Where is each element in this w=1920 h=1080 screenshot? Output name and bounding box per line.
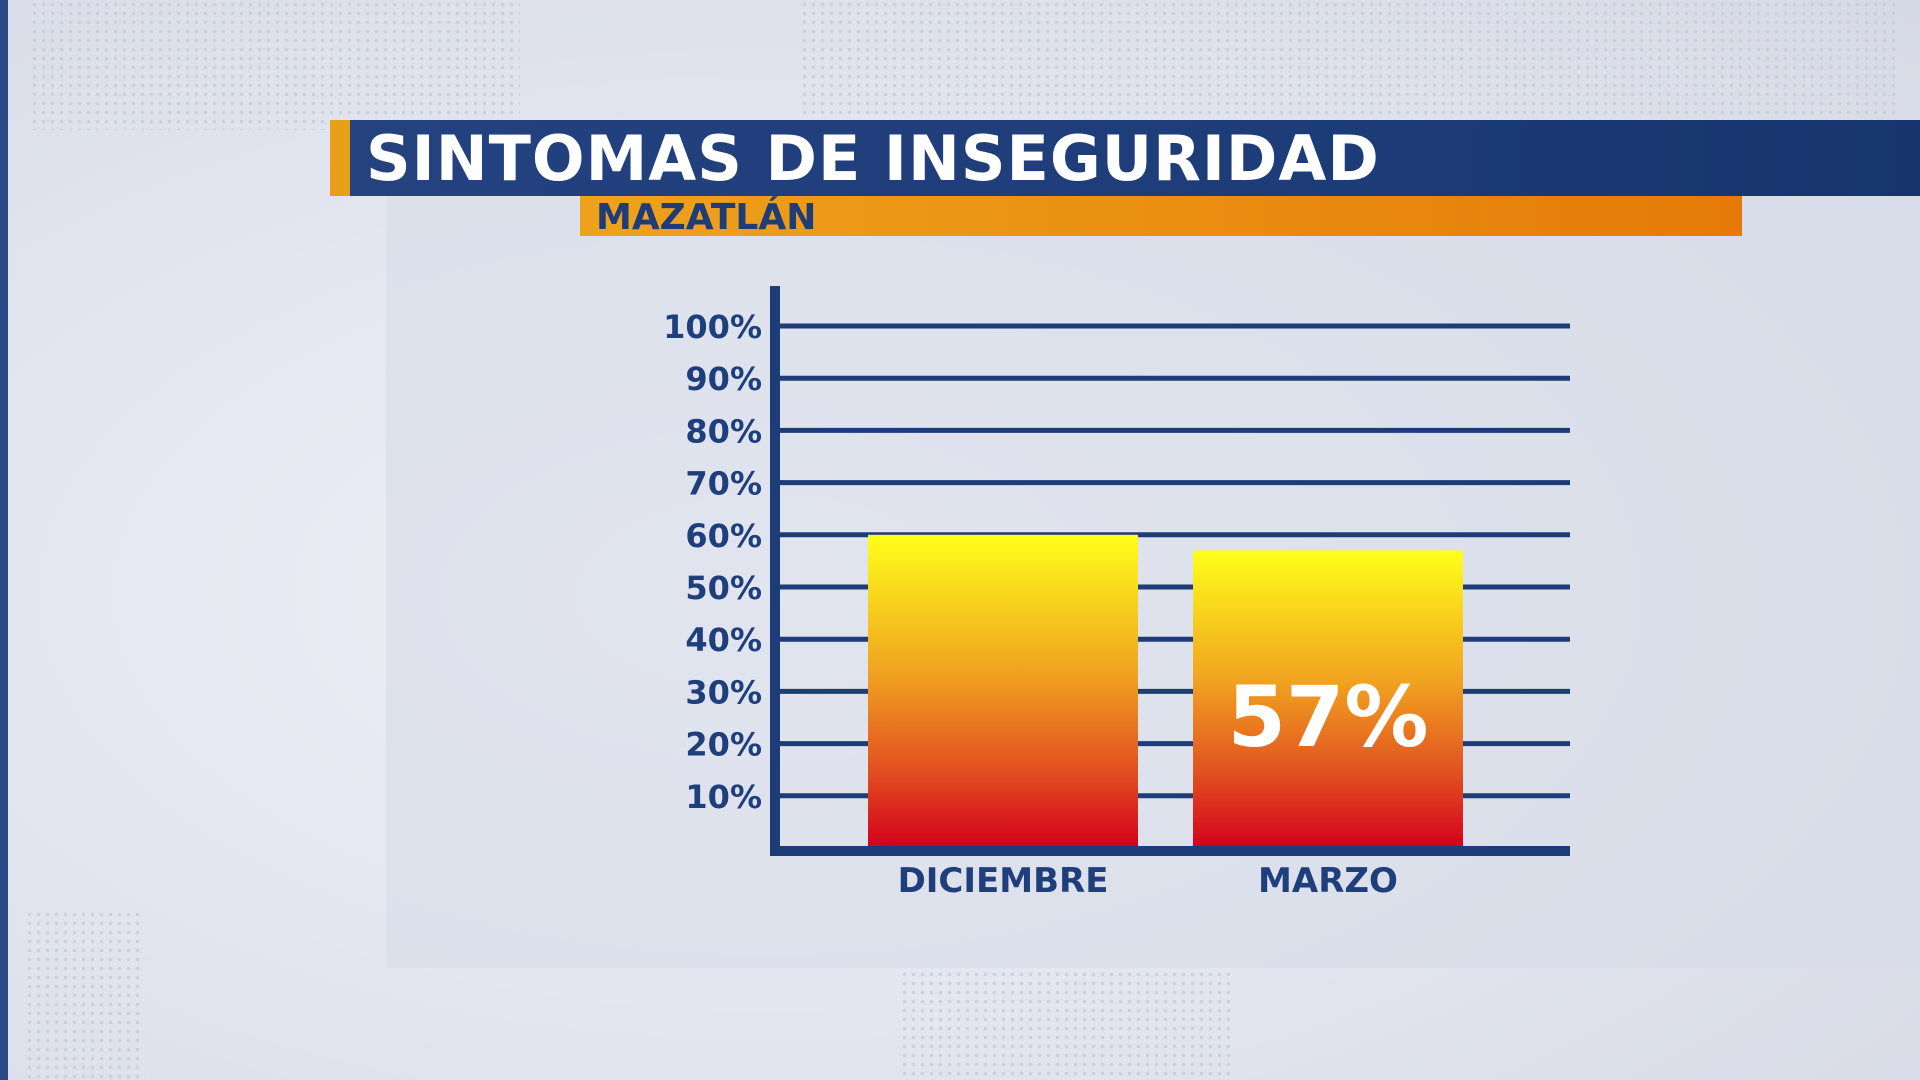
y-tick-label: 30% xyxy=(685,673,762,711)
page-subtitle: MAZATLÁN xyxy=(596,197,817,238)
y-tick-label: 80% xyxy=(685,412,762,450)
bar-value-label: 57% xyxy=(1227,668,1428,766)
map-dots-decoration xyxy=(25,910,145,1080)
map-dots-decoration xyxy=(800,0,1900,115)
bar-marzo xyxy=(1193,550,1463,848)
y-tick-label: 60% xyxy=(685,517,762,555)
y-tick-label: 100% xyxy=(663,308,762,346)
y-tick-label: 70% xyxy=(685,465,762,503)
y-tick-label: 40% xyxy=(685,621,762,659)
title-accent xyxy=(330,120,350,196)
title-bar xyxy=(330,120,1920,196)
x-category-label: DICIEMBRE xyxy=(898,861,1109,901)
page-title: SINTOMAS DE INSEGURIDAD xyxy=(366,122,1380,195)
y-tick-label: 90% xyxy=(685,360,762,398)
map-dots-decoration xyxy=(30,0,520,130)
bar-diciembre xyxy=(868,534,1138,848)
y-tick-label: 10% xyxy=(685,778,762,816)
x-category-label: MARZO xyxy=(1258,861,1398,901)
y-tick-label: 50% xyxy=(685,569,762,607)
left-edge-stripe xyxy=(0,0,8,1080)
subtitle-bar xyxy=(580,196,1742,236)
map-dots-decoration xyxy=(900,970,1230,1080)
y-tick-label: 20% xyxy=(685,726,762,764)
